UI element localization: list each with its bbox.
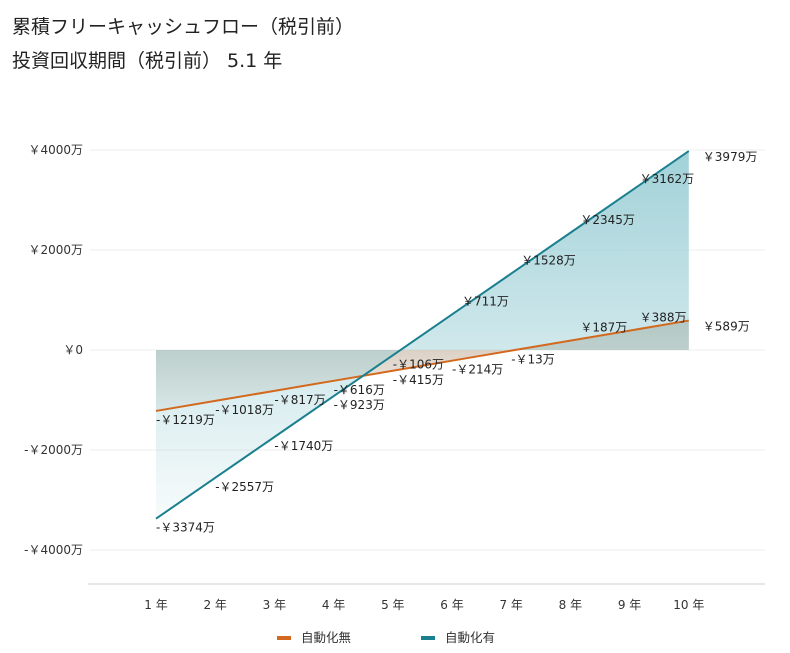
y-tick-label: ￥0 — [63, 343, 83, 357]
x-tick-label: 6 年 — [440, 598, 463, 612]
y-axis-ticks: -￥4000万 -￥2000万 ￥0 ￥2000万 ￥4000万 — [24, 143, 83, 557]
legend-swatch — [277, 636, 291, 640]
x-tick-label: 2 年 — [203, 598, 226, 612]
series-lines — [155, 150, 690, 520]
legend: 自動化無 自動化有 — [277, 630, 495, 645]
y-tick-label: -￥2000万 — [24, 443, 83, 457]
legend-item-2[interactable]: 自動化有 — [421, 630, 495, 645]
data-label: ￥187万 — [580, 321, 627, 335]
data-label: ￥711万 — [462, 294, 509, 308]
data-label: ￥388万 — [640, 311, 687, 325]
data-label: ￥3162万 — [640, 172, 695, 186]
x-tick-label: 3 年 — [263, 598, 286, 612]
data-label: -￥106万 — [393, 357, 444, 371]
data-label: -￥2557万 — [215, 480, 274, 494]
data-label: -￥616万 — [334, 383, 385, 397]
chart-subtitle: 投資回収期間（税引前） 5.1 年 — [12, 50, 283, 72]
x-tick-label: 5 年 — [381, 598, 404, 612]
x-tick-label: 9 年 — [618, 598, 641, 612]
series-line-1 — [155, 319, 689, 412]
x-tick-label: 4 年 — [322, 598, 345, 612]
x-tick-label: 7 年 — [499, 598, 522, 612]
x-tick-label: 10 年 — [673, 598, 704, 612]
y-tick-label: ￥4000万 — [28, 143, 83, 157]
data-label: ￥589万 — [703, 320, 750, 334]
data-label: -￥1219万 — [156, 413, 215, 427]
data-label: -￥13万 — [511, 353, 555, 367]
series-line-2 — [155, 150, 690, 520]
data-label: -￥415万 — [393, 373, 444, 387]
data-label: -￥1018万 — [215, 403, 274, 417]
data-label: -￥923万 — [334, 398, 385, 412]
data-label: ￥1528万 — [521, 254, 576, 268]
chart-title: 累積フリーキャッシュフロー（税引前） — [12, 16, 355, 38]
legend-swatch — [421, 636, 435, 640]
y-tick-label: ￥2000万 — [28, 243, 83, 257]
data-label: -￥3374万 — [156, 521, 215, 535]
legend-label: 自動化無 — [301, 630, 351, 645]
legend-label: 自動化有 — [445, 630, 495, 645]
x-tick-label: 8 年 — [559, 598, 582, 612]
x-axis-ticks: 1 年 2 年 3 年 4 年 5 年 6 年 7 年 8 年 9 年 10 年 — [144, 598, 704, 612]
data-labels: -￥1219万-￥1018万-￥817万 -￥616万 -￥415万 -￥214万 -￥… — [156, 150, 757, 535]
data-label: ￥2345万 — [580, 213, 635, 227]
data-label: -￥817万 — [274, 393, 325, 407]
data-label: ￥3979万 — [703, 150, 758, 164]
x-tick-label: 1 年 — [144, 598, 167, 612]
data-label: -￥1740万 — [274, 439, 333, 453]
legend-item-1[interactable]: 自動化無 — [277, 630, 351, 645]
y-tick-label: -￥4000万 — [24, 543, 83, 557]
data-label: -￥214万 — [452, 363, 503, 377]
